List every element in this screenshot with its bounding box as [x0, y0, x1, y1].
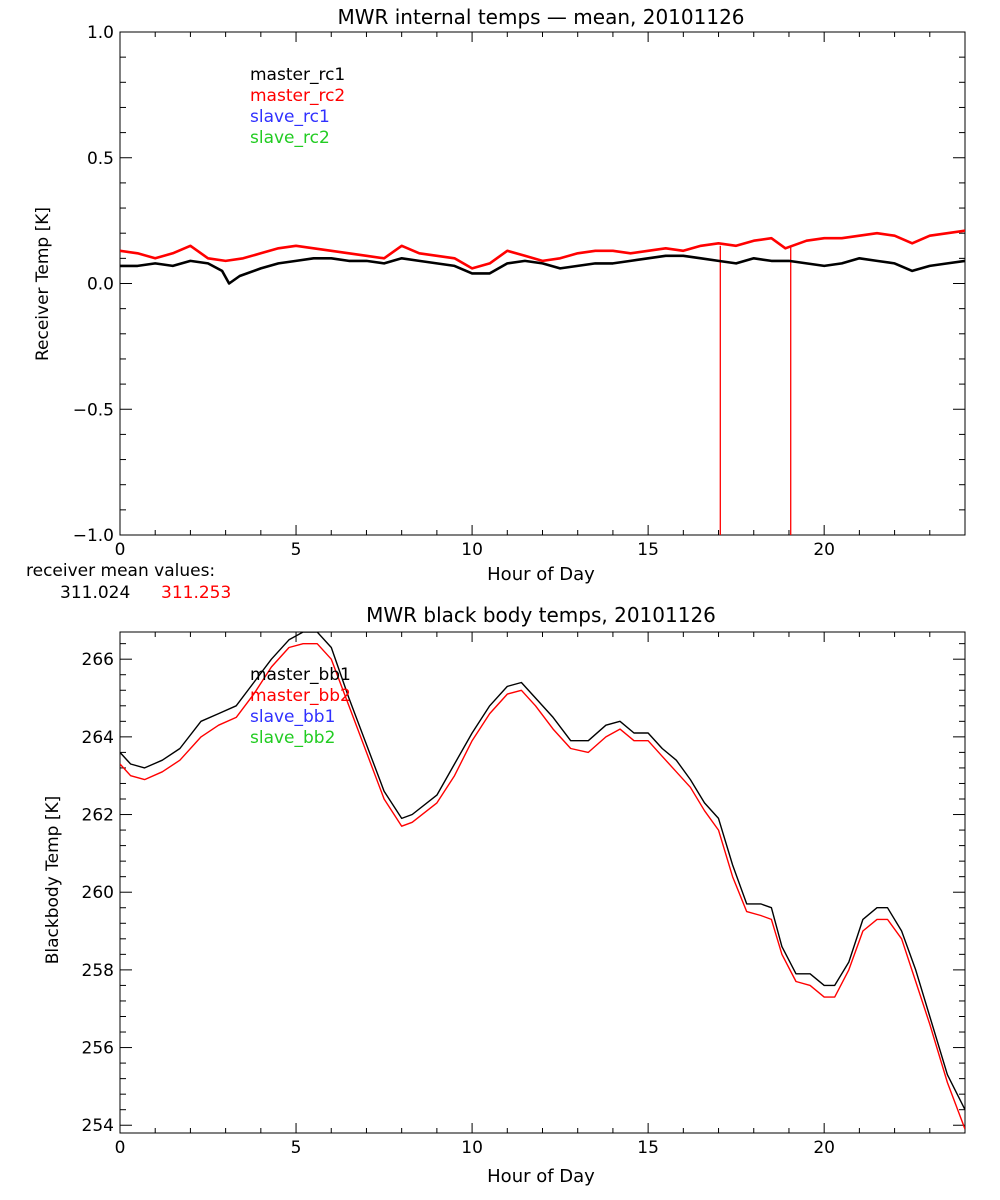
receiver-mean-annotation: receiver mean values: 311.024 311.253 — [26, 561, 231, 603]
x-axis-label: Hour of Day — [487, 564, 595, 585]
y-tick-label: −1.0 — [73, 526, 114, 546]
receiver-mean-value-rc2: 311.253 — [161, 583, 231, 603]
legend-entry-master-rc2: master_rc2 — [250, 86, 345, 106]
legend-entry-master-bb1: master_bb1 — [250, 665, 351, 685]
legend-entry-slave-bb1: slave_bb1 — [250, 707, 335, 727]
chart-title: MWR internal temps — mean, 20101126 — [337, 5, 744, 29]
legend-entry-slave-rc2: slave_rc2 — [250, 128, 330, 148]
y-tick-label: 1.0 — [87, 23, 114, 43]
x-tick-label: 10 — [461, 540, 483, 560]
series-line-master-rc2 — [120, 229, 965, 270]
legend-entry-slave-rc1: slave_rc1 — [250, 107, 330, 127]
x-tick-label: 10 — [461, 1138, 483, 1158]
x-axis-label: Hour of Day — [487, 1166, 595, 1187]
receiver-mean-value-rc1: 311.024 — [60, 583, 130, 603]
receiver-mean-label: receiver mean values: — [26, 561, 215, 581]
y-tick-label: 264 — [82, 728, 114, 748]
legend-entry-master-bb2: master_bb2 — [250, 686, 351, 706]
series-line-master-bb1 — [120, 632, 965, 1111]
series-line-master-rc1 — [120, 254, 965, 285]
y-tick-label: 254 — [82, 1116, 114, 1136]
x-tick-label: 15 — [637, 540, 659, 560]
legend-entry-master-rc1: master_rc1 — [250, 65, 345, 85]
x-tick-label: 5 — [291, 540, 302, 560]
legend-entry-slave-bb2: slave_bb2 — [250, 728, 335, 748]
x-tick-label: 20 — [813, 540, 835, 560]
series-line-master-bb2 — [120, 643, 965, 1130]
blackbody-temp-panel: MWR black body temps, 20101126 Blackbody… — [43, 603, 966, 1187]
x-tick-label: 0 — [115, 1138, 126, 1158]
receiver-temp-panel: MWR internal temps — mean, 20101126 Rece… — [33, 5, 966, 585]
y-axis-label: Receiver Temp [K] — [33, 207, 53, 361]
x-tick-label: 0 — [115, 540, 126, 560]
x-tick-label: 5 — [291, 1138, 302, 1158]
y-tick-label: 0.0 — [87, 275, 114, 295]
x-tick-label: 20 — [813, 1138, 835, 1158]
x-tick-label: 15 — [637, 1138, 659, 1158]
y-tick-label: 262 — [82, 806, 114, 826]
y-tick-label: 266 — [82, 650, 114, 670]
y-axis-label: Blackbody Temp [K] — [43, 796, 63, 965]
y-tick-label: 258 — [82, 961, 114, 981]
chart-title: MWR black body temps, 20101126 — [366, 603, 716, 627]
y-tick-label: −0.5 — [73, 400, 114, 420]
y-tick-label: 256 — [82, 1039, 114, 1059]
y-tick-label: 0.5 — [87, 149, 114, 169]
y-tick-label: 260 — [82, 883, 114, 903]
